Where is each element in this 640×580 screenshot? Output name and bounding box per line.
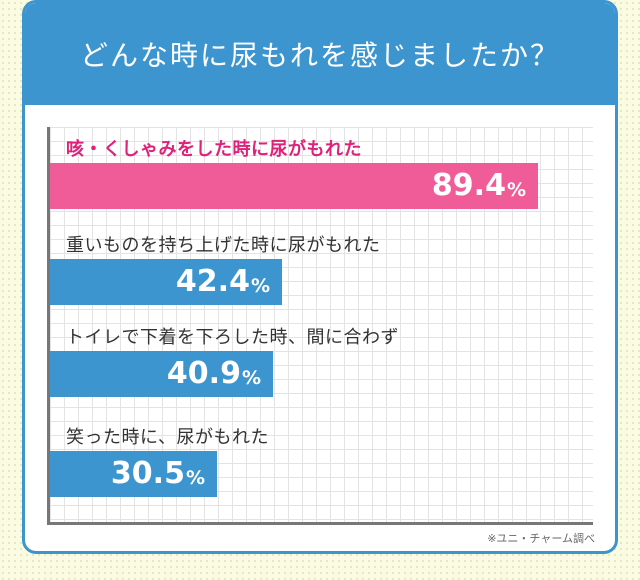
bar-value-unit: %: [250, 274, 270, 297]
bar-value-unit: %: [241, 366, 261, 389]
bar-label: 重いものを持ち上げた時に尿がもれた: [66, 235, 381, 256]
chart-title: どんな時に尿もれを感じましたか？: [25, 3, 615, 105]
bar-value: 30.5: [110, 456, 185, 491]
bar: 40.9%: [50, 351, 273, 397]
bar-label: トイレで下着を下ろした時、間に合わず: [66, 327, 399, 348]
bar-value: 42.4: [175, 264, 250, 299]
bar-label: 咳・くしゃみをした時に尿がもれた: [66, 139, 362, 160]
bar: 30.5%: [50, 451, 217, 497]
chart-card: どんな時に尿もれを感じましたか？ 咳・くしゃみをした時に尿がもれた 89.4% 重い…: [22, 0, 618, 554]
bar: 89.4%: [50, 163, 538, 209]
bar-value-unit: %: [185, 466, 205, 489]
bar-value-unit: %: [506, 178, 526, 201]
bar-label: 笑った時に、尿がもれた: [66, 427, 269, 448]
bar-value: 40.9: [166, 356, 241, 391]
plot-area: 咳・くしゃみをした時に尿がもれた 89.4% 重いものを持ち上げた時に尿がもれた 42…: [47, 127, 593, 525]
bar-value: 89.4: [431, 168, 506, 203]
source-note: ※ユニ・チャーム調べ: [487, 532, 595, 545]
bar: 42.4%: [50, 259, 282, 305]
